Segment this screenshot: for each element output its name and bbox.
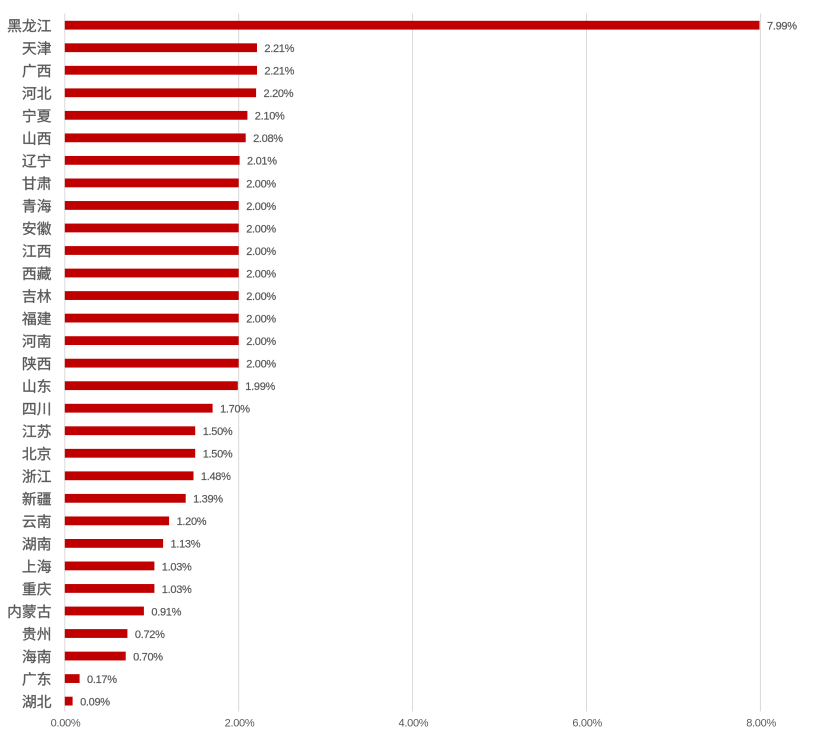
- svg-text:1.50%: 1.50%: [203, 426, 233, 438]
- svg-text:8.00%: 8.00%: [746, 717, 776, 729]
- svg-text:1.03%: 1.03%: [162, 561, 192, 573]
- svg-text:2.01%: 2.01%: [247, 156, 277, 168]
- svg-text:1.99%: 1.99%: [245, 381, 275, 393]
- svg-text:0.70%: 0.70%: [133, 651, 163, 663]
- svg-text:1.39%: 1.39%: [193, 494, 223, 506]
- svg-text:7.99%: 7.99%: [767, 21, 797, 33]
- svg-text:2.00%: 2.00%: [246, 291, 276, 303]
- svg-text:1.03%: 1.03%: [162, 584, 192, 596]
- svg-text:0.09%: 0.09%: [80, 696, 110, 708]
- svg-text:2.00%: 2.00%: [246, 268, 276, 280]
- svg-text:2.21%: 2.21%: [264, 43, 294, 55]
- svg-text:2.00%: 2.00%: [246, 359, 276, 371]
- svg-text:2.00%: 2.00%: [225, 717, 255, 729]
- svg-text:4.00%: 4.00%: [399, 717, 429, 729]
- svg-text:2.08%: 2.08%: [253, 133, 283, 145]
- svg-text:0.17%: 0.17%: [87, 674, 117, 686]
- svg-text:0.72%: 0.72%: [135, 629, 165, 641]
- svg-text:2.00%: 2.00%: [246, 223, 276, 235]
- svg-text:1.13%: 1.13%: [171, 539, 201, 551]
- svg-text:2.21%: 2.21%: [264, 66, 294, 78]
- svg-text:2.10%: 2.10%: [255, 111, 285, 123]
- svg-text:1.20%: 1.20%: [177, 516, 207, 528]
- svg-text:1.50%: 1.50%: [203, 449, 233, 461]
- svg-text:1.70%: 1.70%: [220, 404, 250, 416]
- svg-text:0.00%: 0.00%: [51, 717, 81, 729]
- svg-text:2.00%: 2.00%: [246, 336, 276, 348]
- svg-text:2.20%: 2.20%: [264, 88, 294, 100]
- svg-text:2.00%: 2.00%: [246, 246, 276, 258]
- svg-text:2.00%: 2.00%: [246, 201, 276, 213]
- svg-text:2.00%: 2.00%: [246, 313, 276, 325]
- svg-text:2.00%: 2.00%: [246, 178, 276, 190]
- svg-text:1.48%: 1.48%: [201, 471, 231, 483]
- svg-text:6.00%: 6.00%: [572, 717, 602, 729]
- svg-text:0.91%: 0.91%: [151, 606, 181, 618]
